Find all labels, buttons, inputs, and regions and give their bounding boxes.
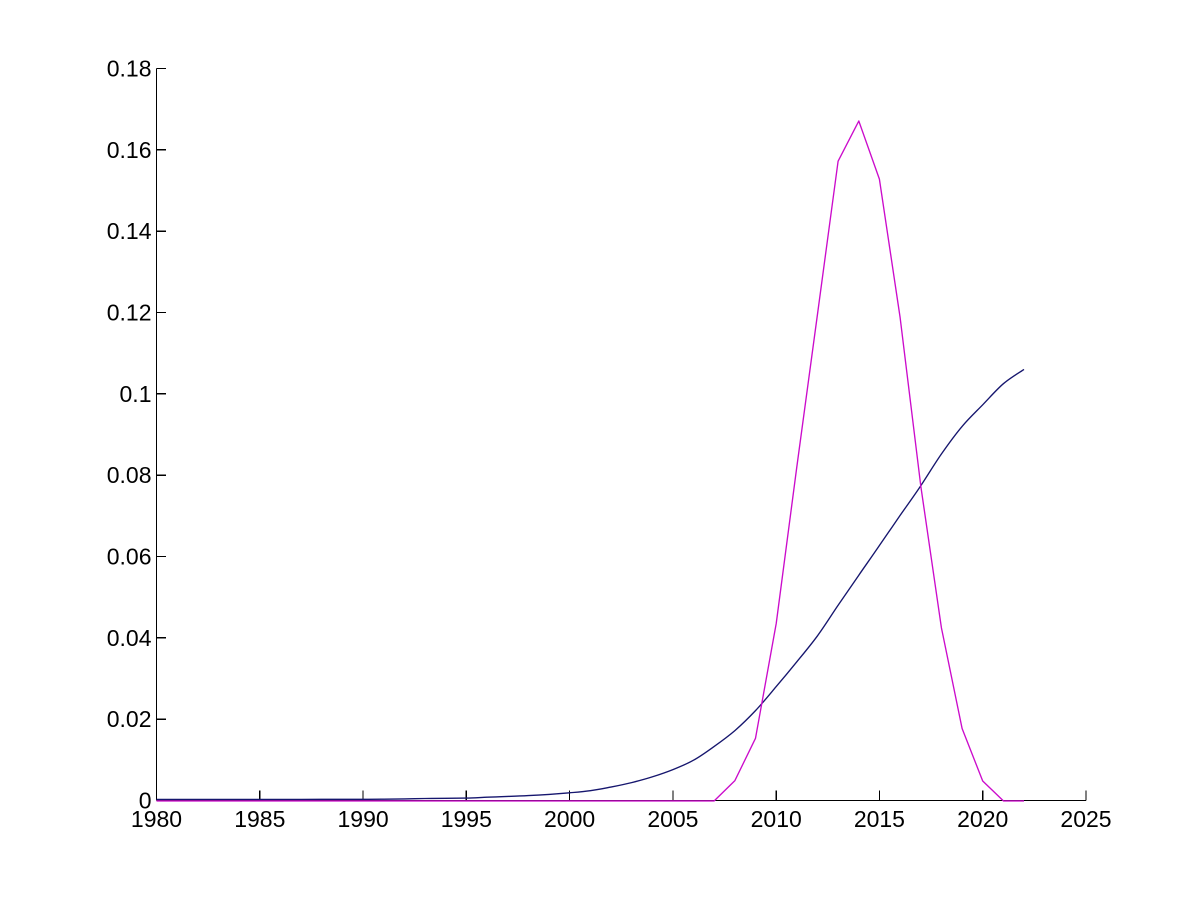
svg-text:1990: 1990 <box>338 806 389 832</box>
svg-text:2015: 2015 <box>854 806 905 832</box>
svg-text:2005: 2005 <box>647 806 698 832</box>
svg-text:0.18: 0.18 <box>107 56 152 82</box>
svg-text:1980: 1980 <box>131 806 182 832</box>
svg-text:0.14: 0.14 <box>107 218 152 244</box>
svg-text:2000: 2000 <box>544 806 595 832</box>
svg-text:2020: 2020 <box>957 806 1008 832</box>
svg-text:0.08: 0.08 <box>107 462 152 488</box>
svg-text:2010: 2010 <box>751 806 802 832</box>
svg-text:2025: 2025 <box>1060 806 1111 832</box>
svg-text:0.16: 0.16 <box>107 137 152 163</box>
svg-text:1985: 1985 <box>234 806 285 832</box>
svg-text:0.04: 0.04 <box>107 625 152 651</box>
svg-text:0.06: 0.06 <box>107 544 152 570</box>
svg-text:0: 0 <box>139 788 152 814</box>
svg-text:0.1: 0.1 <box>120 381 152 407</box>
svg-text:1995: 1995 <box>441 806 492 832</box>
svg-text:0.12: 0.12 <box>107 300 152 326</box>
svg-text:0.02: 0.02 <box>107 706 152 732</box>
